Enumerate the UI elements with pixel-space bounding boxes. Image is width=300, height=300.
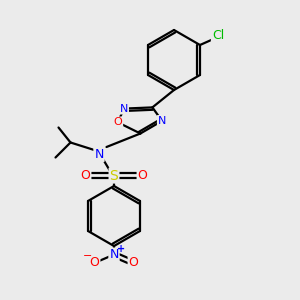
Text: +: + (117, 244, 126, 254)
Text: N: N (120, 103, 128, 114)
Text: −: − (83, 251, 93, 262)
Text: O: O (90, 256, 99, 269)
Text: O: O (113, 117, 122, 128)
Text: N: N (158, 116, 166, 126)
Text: N: N (94, 148, 104, 161)
Text: O: O (81, 169, 90, 182)
Text: Cl: Cl (212, 29, 224, 43)
Text: O: O (138, 169, 147, 182)
Text: S: S (110, 169, 118, 182)
Text: O: O (129, 256, 138, 269)
Text: N: N (109, 248, 119, 262)
